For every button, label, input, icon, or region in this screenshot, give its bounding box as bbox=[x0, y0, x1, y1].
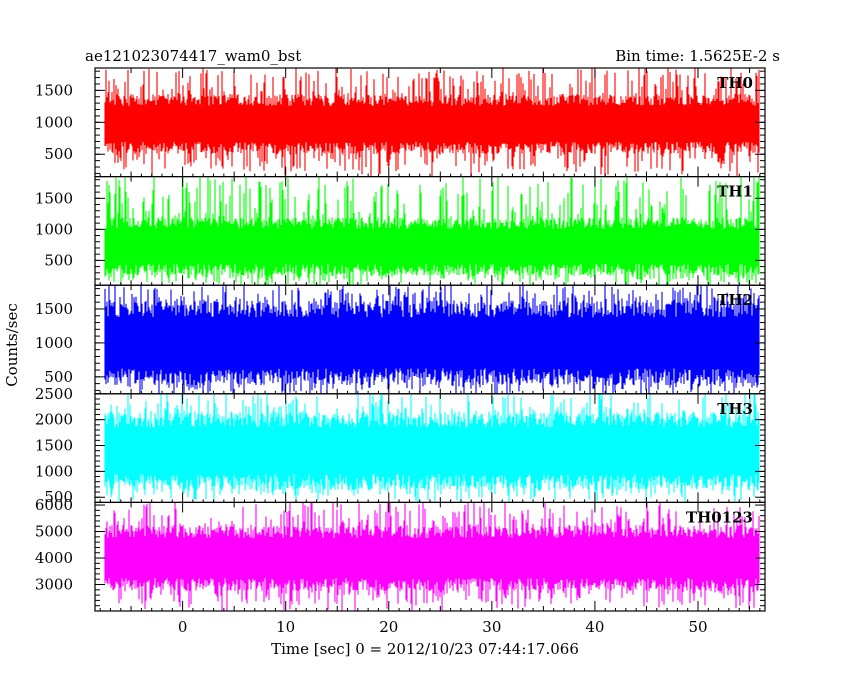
panel-label: TH3 bbox=[717, 400, 753, 418]
y-tick-label: 2500 bbox=[35, 385, 73, 403]
y-tick-label: 3000 bbox=[35, 576, 73, 594]
x-tick-label: 10 bbox=[276, 618, 295, 636]
y-tick-label: 500 bbox=[44, 145, 73, 163]
bin-time-label: Bin time: 1.5625E-2 s bbox=[615, 47, 780, 65]
series-th3 bbox=[104, 393, 760, 503]
series-th2 bbox=[104, 285, 760, 394]
y-tick-label: 500 bbox=[44, 368, 73, 386]
y-axis-label: Counts/sec bbox=[3, 303, 21, 387]
y-tick-label: 6000 bbox=[35, 496, 73, 514]
y-tick-label: 1000 bbox=[35, 220, 73, 238]
panel-th3: 500 1000 1500 2000 2500 TH3 bbox=[35, 385, 766, 506]
y-tick-label: 4000 bbox=[35, 549, 73, 567]
y-tick-label: 1500 bbox=[35, 81, 73, 99]
x-tick-label: 30 bbox=[482, 618, 501, 636]
y-tick-label: 1500 bbox=[35, 437, 73, 455]
panel-th0: 500 1000 1500 TH0 bbox=[35, 67, 766, 178]
y-tick-label: 5000 bbox=[35, 523, 73, 541]
x-tick-label: 40 bbox=[585, 618, 604, 636]
panel-label: TH2 bbox=[717, 291, 753, 309]
panel-th1: 500 1000 1500 TH1 bbox=[35, 176, 766, 286]
y-tick-label: 1000 bbox=[35, 113, 73, 131]
y-tick-label: 1500 bbox=[35, 300, 73, 318]
x-tick-label: 50 bbox=[688, 618, 707, 636]
y-tick-label: 1500 bbox=[35, 189, 73, 207]
series-th1 bbox=[104, 176, 760, 286]
x-tick-label: 0 bbox=[178, 618, 188, 636]
y-tick-label: 2000 bbox=[35, 411, 73, 429]
chart-title: ae121023074417_wam0_bst bbox=[85, 47, 301, 65]
y-tick-label: 500 bbox=[44, 488, 73, 506]
y-tick-label: 500 bbox=[44, 251, 73, 269]
series-th0123 bbox=[104, 502, 760, 611]
series-th0 bbox=[104, 68, 760, 177]
panel-label: TH0 bbox=[717, 74, 753, 92]
panel-label: TH0123 bbox=[686, 508, 753, 526]
panel-label: TH1 bbox=[717, 183, 753, 201]
y-tick-label: 1000 bbox=[35, 462, 73, 480]
x-axis-label: Time [sec] 0 = 2012/10/23 07:44:17.066 bbox=[271, 640, 579, 658]
panel-th0123: 3000 4000 5000 6000 TH0123 bbox=[35, 496, 766, 612]
x-tick-label: 20 bbox=[379, 618, 398, 636]
y-tick-label: 1000 bbox=[35, 334, 73, 352]
panel-th2: 500 1000 1500 TH2 bbox=[35, 284, 766, 395]
